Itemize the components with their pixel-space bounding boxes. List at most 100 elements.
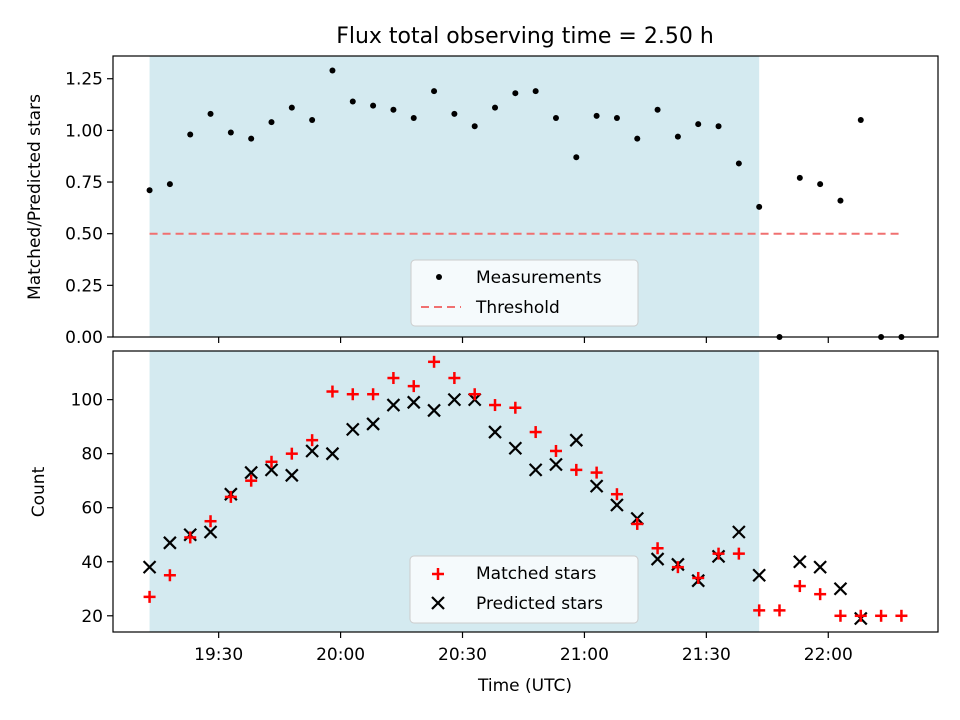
predicted-points: [142, 392, 868, 626]
legend-measurements-label: Measurements: [476, 268, 602, 288]
bottom-panel: 20 40 60 80 100 19:30 20:00 20:30 21:00 21:30 22:…: [29, 350, 939, 696]
matched-point: [590, 466, 603, 479]
matched-point: [306, 434, 319, 447]
matched-point: [895, 609, 908, 622]
matched-point: [631, 517, 644, 530]
x-tick-label: 22:00: [804, 645, 853, 665]
measurement-point: [532, 88, 539, 95]
predicted-point: [569, 433, 584, 447]
matched-point: [692, 571, 705, 584]
measurement-point: [370, 102, 377, 109]
matched-point: [143, 590, 156, 603]
matched-point: [428, 355, 441, 368]
bottom-legend-box: [409, 555, 639, 624]
measurement-point: [410, 114, 417, 121]
predicted-point: [793, 554, 807, 569]
matched-point: [732, 547, 745, 560]
predicted-point: [305, 444, 319, 458]
legend-matched-marker: [432, 568, 444, 580]
matched-point: [163, 569, 176, 582]
measurement-point: [329, 67, 336, 74]
matched-point: [854, 609, 867, 622]
predicted-point: [752, 568, 766, 583]
measurement-point: [492, 104, 499, 111]
measurement-point: [390, 106, 397, 113]
measurement-point: [207, 110, 214, 117]
matched-points: [143, 355, 908, 622]
measurement-point: [756, 203, 763, 210]
measurement-points: [146, 67, 905, 340]
matched-point: [793, 580, 806, 593]
measurement-point: [268, 119, 275, 126]
measurement-point: [187, 131, 194, 138]
measurement-point: [613, 114, 620, 121]
top-y-tick-label: 0.75: [65, 173, 103, 193]
predicted-point: [244, 465, 258, 480]
measurement-point: [552, 114, 559, 121]
legend-matched-label: Matched stars: [476, 564, 596, 584]
matched-point: [671, 561, 684, 574]
matched-point: [407, 380, 420, 393]
bottom-y-tick-label: 80: [81, 445, 103, 465]
legend-predicted-label: Predicted stars: [476, 594, 603, 614]
x-tick-label: 21:30: [682, 645, 731, 665]
measurement-point: [349, 98, 356, 105]
predicted-point: [589, 479, 604, 493]
matched-point: [610, 488, 623, 501]
bottom-axes-frame: [112, 350, 939, 633]
matched-point: [387, 372, 400, 385]
bottom-y-ticks: 20 40 60 80 100: [71, 391, 113, 627]
measurement-point: [146, 187, 153, 194]
measurement-point: [634, 135, 641, 142]
measurement-point: [654, 106, 661, 113]
bottom-x-ticks: 19:30 20:00 20:30 21:00 21:30 22:00: [194, 632, 853, 665]
matched-point: [509, 401, 522, 414]
predicted-point: [447, 392, 462, 407]
x-axis-label: Time (UTC): [477, 676, 572, 696]
measurement-point: [817, 181, 824, 188]
top-panel: 0.00 0.25 0.50 0.75 1.00 1.25 Matched/Predict…: [25, 55, 939, 348]
matched-point: [570, 463, 583, 476]
predicted-point: [813, 560, 827, 574]
top-y-tick-label: 1.00: [65, 121, 103, 141]
matched-point: [265, 455, 278, 468]
measurement-point: [695, 121, 702, 128]
top-axes-frame: [112, 55, 939, 338]
matched-point: [285, 447, 298, 460]
measurement-point: [837, 197, 844, 204]
top-legend-box: [410, 259, 639, 327]
matched-point: [224, 490, 237, 503]
bottom-y-tick-label: 40: [81, 553, 103, 573]
measurement-point: [309, 117, 316, 124]
predicted-point: [386, 398, 401, 412]
measurement-point: [166, 181, 173, 188]
matched-point: [834, 609, 847, 622]
matched-point: [367, 388, 380, 401]
measurement-point: [857, 117, 864, 124]
predicted-point: [142, 560, 157, 574]
legend-predicted-marker: [431, 596, 445, 610]
matched-point: [448, 372, 461, 385]
measurement-point: [796, 174, 803, 181]
x-tick-label: 20:30: [438, 645, 487, 665]
matched-point: [468, 388, 481, 401]
predicted-point: [366, 417, 380, 431]
predicted-point: [650, 552, 665, 566]
predicted-point: [203, 525, 218, 539]
bottom-y-tick-label: 100: [71, 391, 103, 411]
matched-point: [875, 609, 888, 622]
measurement-point: [451, 110, 458, 117]
measurement-point: [715, 123, 722, 130]
predicted-point: [610, 498, 624, 512]
predicted-point: [346, 422, 360, 437]
predicted-point: [264, 463, 279, 477]
matched-point: [529, 426, 542, 439]
measurement-point: [471, 123, 478, 130]
matched-point: [184, 531, 197, 544]
predicted-point: [508, 441, 523, 456]
measurement-point: [288, 104, 295, 111]
matched-point: [245, 474, 258, 487]
matched-point: [326, 385, 339, 398]
measurement-point: [227, 129, 234, 136]
matched-point: [753, 604, 766, 617]
